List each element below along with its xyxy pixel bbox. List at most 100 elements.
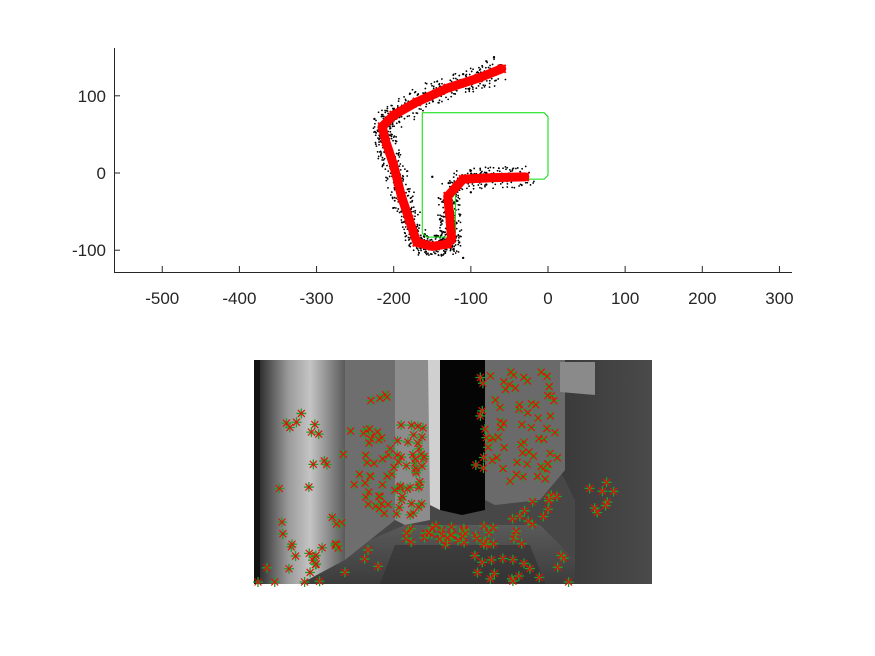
map-point (479, 186, 481, 189)
keypoint-cross-marker (498, 554, 507, 563)
map-point (418, 227, 420, 230)
map-point (454, 93, 457, 95)
trajectory-marker (381, 137, 391, 147)
map-point (524, 165, 527, 168)
trajectory-marker (412, 237, 422, 248)
map-point (437, 196, 440, 199)
map-point (402, 175, 405, 178)
map-point (374, 131, 377, 134)
map-point (519, 170, 522, 173)
map-point (420, 108, 422, 110)
map-point (399, 163, 402, 165)
scene-far-light (428, 360, 440, 510)
map-point (413, 115, 416, 118)
keypoint-cross-marker (361, 451, 370, 460)
keypoint-cross-marker (489, 539, 498, 548)
keypoint-cross-marker (512, 527, 521, 536)
map-point (375, 119, 377, 122)
map-point (488, 86, 491, 89)
map-point (481, 87, 483, 89)
map-point (428, 102, 431, 105)
keypoint-cross-marker (528, 497, 537, 506)
map-point (398, 211, 401, 214)
keypoint-cross-marker (311, 551, 320, 560)
keypoint-cross-marker (366, 472, 375, 481)
map-point (458, 241, 461, 244)
trajectory-marker (442, 239, 453, 249)
map-point (373, 117, 376, 121)
map-point (532, 182, 535, 184)
keypoint-cross-marker (309, 460, 318, 469)
map-point (386, 105, 389, 108)
map-point (465, 75, 468, 78)
keypoint-cross-marker (460, 538, 469, 547)
map-point (380, 113, 383, 116)
map-point (509, 170, 512, 173)
map-point (443, 215, 445, 218)
keypoint-cross-marker (478, 406, 487, 415)
map-point (405, 170, 408, 173)
map-point (470, 70, 473, 73)
keypoint-cross-marker (365, 439, 374, 447)
map-point (384, 168, 387, 171)
map-point (393, 107, 395, 110)
x-tick-label: -200 (377, 289, 411, 308)
keypoint-cross-marker (359, 429, 368, 438)
keypoint-cross-marker (320, 457, 329, 465)
map-point (511, 186, 514, 189)
map-point (425, 252, 427, 255)
keypoint-cross-marker (331, 539, 340, 548)
keypoint-cross-marker (564, 578, 573, 586)
map-point (444, 252, 447, 255)
map-point (398, 156, 401, 158)
keypoint-cross-marker (484, 528, 493, 537)
map-point (416, 213, 419, 216)
map-point (461, 188, 464, 191)
keypoint-cross-marker (486, 574, 495, 583)
keypoint-cross-marker (346, 427, 355, 436)
trajectory-marker (427, 241, 437, 252)
keypoint-cross-marker (526, 564, 534, 573)
keypoint-cross-marker (484, 443, 493, 452)
keypoint-cross-marker (552, 492, 561, 501)
keypoint-cross-marker (473, 568, 482, 577)
keypoint-cross-marker (291, 552, 300, 560)
trajectory-marker (442, 191, 453, 201)
map-point (405, 234, 408, 237)
map-point (414, 215, 416, 218)
map-point (433, 251, 435, 253)
map-point (487, 66, 490, 69)
map-point (436, 80, 439, 83)
map-point (458, 204, 461, 206)
map-point (453, 250, 455, 252)
map-point (373, 125, 376, 128)
map-point (397, 100, 400, 103)
map-point (409, 187, 411, 190)
keypoint-cross-marker (542, 424, 551, 433)
keypoint-cross-marker (378, 454, 387, 463)
trajectory-marker (446, 233, 457, 244)
map-point (402, 178, 405, 181)
keypoint-cross-marker (553, 453, 562, 462)
map-point (408, 190, 411, 193)
map-point (437, 101, 440, 104)
map-point (403, 168, 406, 171)
keypoint-cross-marker (544, 459, 552, 468)
map-point (473, 167, 476, 170)
map-point (504, 78, 507, 81)
map-point (505, 168, 507, 171)
keypoint-cross-marker (307, 428, 316, 437)
map-point (488, 169, 491, 172)
keypoint-cross-marker (402, 461, 411, 470)
map-point (440, 221, 442, 224)
map-point (400, 215, 403, 218)
map-point (373, 131, 375, 134)
map-point (407, 236, 410, 239)
map-point (391, 123, 394, 126)
map-point (418, 107, 421, 110)
map-point (453, 245, 456, 248)
keypoint-cross-marker (270, 578, 279, 586)
map-point (511, 169, 514, 172)
map-point (510, 181, 513, 184)
map-point (447, 98, 450, 101)
